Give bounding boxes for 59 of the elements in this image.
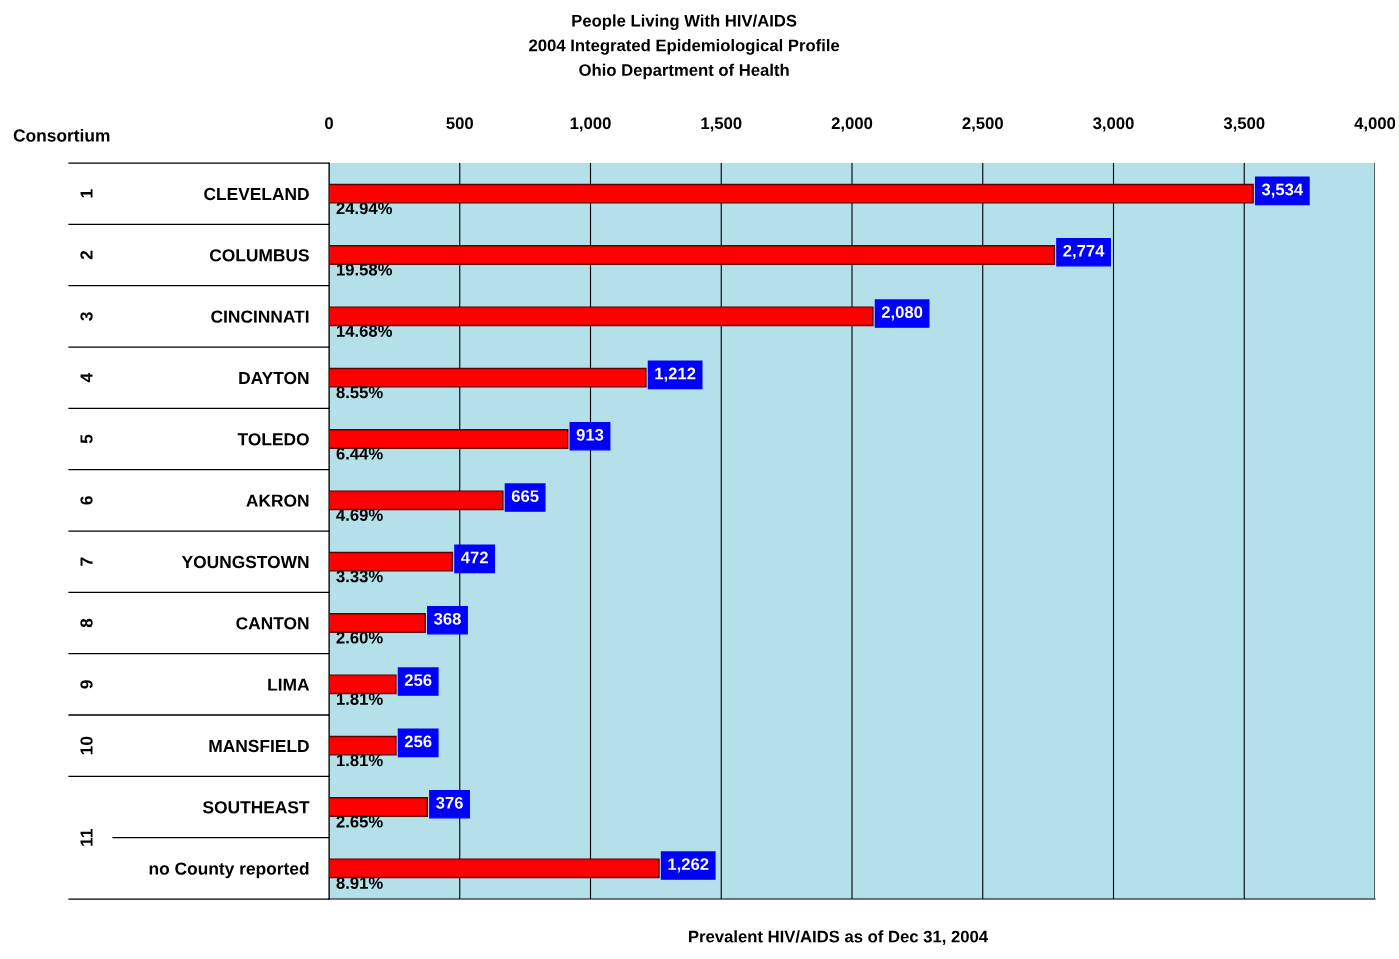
data-label: 376 [436,796,463,809]
text: 11 [80,828,93,846]
x-tick-label: 2,500 [962,117,1003,132]
text: 8 [80,618,93,628]
text: 7 [80,557,93,566]
text: 1 [80,189,93,198]
annotation: 4.69% [336,509,383,521]
annotation: 2.65% [336,815,383,828]
data-label: 472 [461,551,488,564]
text: 2 [80,250,93,260]
x-tick-label: 3,000 [1093,117,1134,132]
annotation: 8.91% [336,877,383,889]
annotation: 2.60% [336,631,383,644]
text: 6 [80,496,93,505]
annotation: 3.33% [336,570,383,583]
x-tick-label: 500 [446,117,473,130]
annotation: 1.81% [336,693,383,705]
text: 9 [80,680,93,689]
x-tick-label: 0 [325,117,333,130]
data-label: 256 [404,674,432,687]
data-label: 2,080 [881,306,923,321]
annotation: 8.55% [336,386,383,399]
x-tick-label: 4,000 [1354,117,1396,132]
y-tick-label: LIMA [268,678,310,691]
y-tick-label: no County reported [149,862,309,879]
x-axis-title: Prevalent HIV/AIDS as of Dec 31, 2004 [689,930,988,945]
data-label: 368 [433,612,461,625]
annotation: 24.94% [336,202,393,215]
annotation: 19.58% [336,263,393,276]
data-label: 913 [576,428,604,441]
data-label: 256 [404,735,432,748]
x-tick-label: 2,000 [831,117,873,132]
text: 3 [80,312,93,321]
annotation: 1.81% [336,754,383,767]
data-label: 1,262 [668,858,709,873]
data-label: 665 [511,490,539,503]
y-tick-label: DAYTON [239,371,309,385]
y-tick-label: CINCINNATI [211,310,309,323]
x-tick-label: 1,500 [701,117,742,132]
x-tick-label: 3,500 [1223,117,1265,132]
data-label: 3,534 [1261,183,1304,198]
chart-title: People Living With HIV/AIDS 2004 Integrated Epidemiological Profile Ohio Department of Health [529,14,840,80]
y-tick-label: SOUTHEAST [202,801,310,814]
annotation: 14.68% [336,325,393,337]
text: 4 [80,372,93,383]
y-tick-label: CANTON [236,617,309,630]
text: 5 [80,434,93,444]
x-tick-label: 1,000 [570,117,611,132]
y-tick-label: MANSFIELD [209,739,309,753]
y-tick-label: CLEVELAND [204,187,309,201]
y-tick-label: YOUNGSTOWN [181,555,309,569]
y-tick-label: AKRON [246,494,309,507]
annotation: 6.44% [336,447,383,460]
data-label: 1,212 [655,367,696,382]
text: 10 [80,736,93,755]
y-tick-label: TOLEDO [237,433,309,446]
y-tick-label: COLUMBUS [209,249,309,262]
y-axis-title: Consortium [13,128,110,142]
data-label: 2,774 [1063,244,1105,260]
